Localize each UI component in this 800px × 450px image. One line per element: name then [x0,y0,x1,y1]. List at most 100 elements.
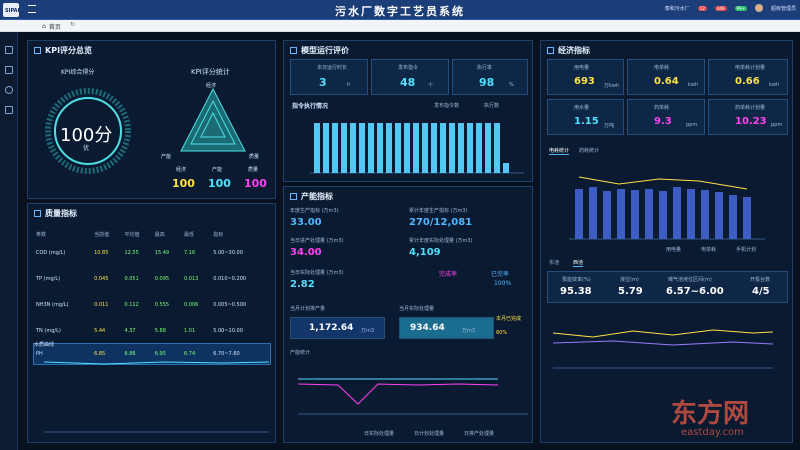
legend-executed: 执行数 [484,103,500,109]
tab-chem-stats[interactable]: 药耗统计 [579,148,600,154]
app-title: 污水厂数字工艺员系统 [335,5,465,18]
quality-title: 质量指标 [34,208,77,219]
capacity-line-chart [298,378,528,415]
monitor-icon[interactable] [5,46,13,54]
econ-legend-2: 电单耗 [701,247,717,253]
plant-name[interactable]: 泰和污水厂 [664,5,690,12]
tab-east-pool[interactable]: 东池 [549,260,560,266]
message-badge[interactable]: 99+ [734,5,747,11]
actual-card: 934.64 万m3 [399,317,494,339]
exec-chart-title: 指令执行情况 [292,103,329,110]
radar-title: KPI评分统计 [191,68,230,76]
curve-title: 水质曲线 [34,342,55,348]
tab-bar: ⌂ 首页 ↻ [0,20,800,32]
econ-legend-1: 用电量 [666,247,682,253]
month-done-label: 本月已完成 [496,316,522,322]
kpi-panel: KPI评分总览 KPI综合得分 100分 优 KPI评分统计 经济 产能 质量 … [27,40,276,199]
econ-power-unit: 电单耗 0.64 kwh [627,59,705,95]
gear-icon[interactable] [5,86,13,94]
cap-right-value-2: 4,109 [409,247,441,258]
top-bar: SIPAI 污水厂数字工艺员系统 泰和污水厂 12 449 99+ 超级管理员 [0,0,800,20]
kpi-grade: 优 [83,145,90,152]
table-row-selected[interactable]: PH 6.85 6.86 6.95 6.74 6.70~7.60 [33,343,271,365]
econ-chem-plan: 药单耗计划量 10.23 ppm [708,99,788,135]
stats-title: 产能统计 [290,350,311,356]
quality-panel: 质量指标 参数 当前值 平均值 最高 最低 指标 COD (mg/L) 10.85… [27,203,276,443]
month-done-value: 80% [496,330,508,336]
exec-bar-chart [310,123,524,174]
cap-left-label-2: 当日进产处理量 (万m3) [290,238,344,244]
col-max: 最高 [154,231,165,238]
kpi-val-economy: 100 [172,177,195,190]
kpi-col1-label: 经济 [176,167,187,173]
cap-right-label-2: 累计年度实际处理量 (万m3) [409,238,473,244]
col-average: 平均值 [124,231,140,238]
legend-issued: 发布指令数 [434,103,460,109]
actual-label: 当月实际处理量 [399,306,435,312]
stat-exec-rate: 执行率 98 % [452,59,528,95]
table-row[interactable]: NH3N (mg/L) 0.011 0.112 0.555 0.006 0.005~0.5… [36,302,247,308]
alert-badge[interactable]: 12 [697,5,707,11]
quality-table: 参数 当前值 平均值 最高 最低 指标 COD (mg/L) 10.85 12.55… [33,228,271,365]
cap-legend-1: 日实际处理量 [364,431,395,437]
capacity-title: 产能指标 [290,191,333,202]
tab-west-pool[interactable]: 西池 [573,260,584,267]
menu-icon[interactable] [28,5,36,13]
watermark-cn: 东方网 [671,399,750,429]
user-avatar[interactable] [754,4,763,12]
flag-badge[interactable]: 449 [714,5,727,11]
score-gauge [45,88,131,174]
cap-legend-3: 日排产处理量 [464,431,495,437]
capacity-panel: 产能指标 年度生产指标 (万m3) 33.00 当日进产处理量 (万m3) 34… [283,186,533,443]
watermark-en: eastday.com [681,427,744,438]
pool-level-chart [553,329,773,369]
radar-axis-right: 质量 [249,154,260,160]
radar-axis-left: 产能 [161,154,172,160]
model-panel: 模型运行评价 本日运行时长 3 h 发布指令 48 个 执行率 98 % 指令执… [283,40,533,182]
tab-home[interactable]: ⌂ 首页 [42,23,61,31]
building-icon [290,193,297,200]
kpi-score: 100分 [60,125,113,146]
chat-icon[interactable] [5,66,13,74]
cap-right-label-1: 累计年度生产指标 (万m3) [409,208,468,214]
col-param: 参数 [36,231,47,238]
radar-axis-top: 经济 [206,83,217,89]
table-row[interactable]: TP (mg/L) 0.045 0.051 0.095 0.013 0.010~0.200 [36,276,247,282]
water-quality-chart [44,361,269,433]
econ-power-plan: 电单耗计划量 0.66 kwh [708,59,788,95]
home-icon: ⌂ [42,23,46,30]
table-row[interactable]: TN (mg/L) 5.44 4.37 5.88 1.01 5.00~10.00 [36,328,243,334]
tool-icon[interactable] [5,106,13,114]
cap-legend-2: 日计划处理量 [414,431,445,437]
col-target: 指标 [213,231,224,238]
kpi-col3-label: 质量 [248,167,259,173]
kpi-title: KPI评分总览 [34,45,92,56]
top-right-tools: 泰和污水厂 12 449 99+ 超级管理员 [665,4,796,12]
kpi-score-label: KPI综合得分 [61,69,95,76]
building-icon [34,210,41,217]
completion-rate-label: 完成率 [439,271,458,278]
econ-water-use: 用水量 1.15 万吨 [547,99,624,135]
building-icon [547,47,554,54]
cap-left-label-3: 当日实际处理量 (万m3) [290,270,344,276]
cap-left-value-3: 2.82 [290,279,315,290]
econ-chem-unit: 药单耗 9.3 ppm [627,99,705,135]
table-row[interactable]: COD (mg/L) 10.85 12.55 15.49 7.16 5.00~30.00 [36,250,243,256]
building-icon [290,47,297,54]
col-current: 当前值 [94,231,110,238]
user-name[interactable]: 超级管理员 [770,5,796,12]
plan-card: 1,172.64 万m3 [290,317,385,339]
econ-power-use: 用电量 693 万kwh [547,59,624,95]
plan-label: 当月计划排产量 [290,306,326,312]
econ-panel: 经济指标 用电量 693 万kwh 电单耗 0.64 kwh 电单耗计划量 0.66 kwh… [540,40,793,443]
pool-stats-card: 泵能效率(%) 95.38 液位(m) 5.79 曝气池液位区间(m) 6.57… [547,271,788,303]
econ-legend-3: 手机计划 [736,247,757,253]
kpi-val-capacity: 100 [208,177,231,190]
logo: SIPAI [3,3,19,17]
tab-power-stats[interactable]: 电耗统计 [549,148,570,155]
model-title: 模型运行评价 [290,45,349,56]
done-rate-value: 100% [494,280,512,287]
refresh-icon[interactable]: ↻ [70,21,76,28]
kpi-radar [180,87,246,152]
sidebar [0,32,18,450]
